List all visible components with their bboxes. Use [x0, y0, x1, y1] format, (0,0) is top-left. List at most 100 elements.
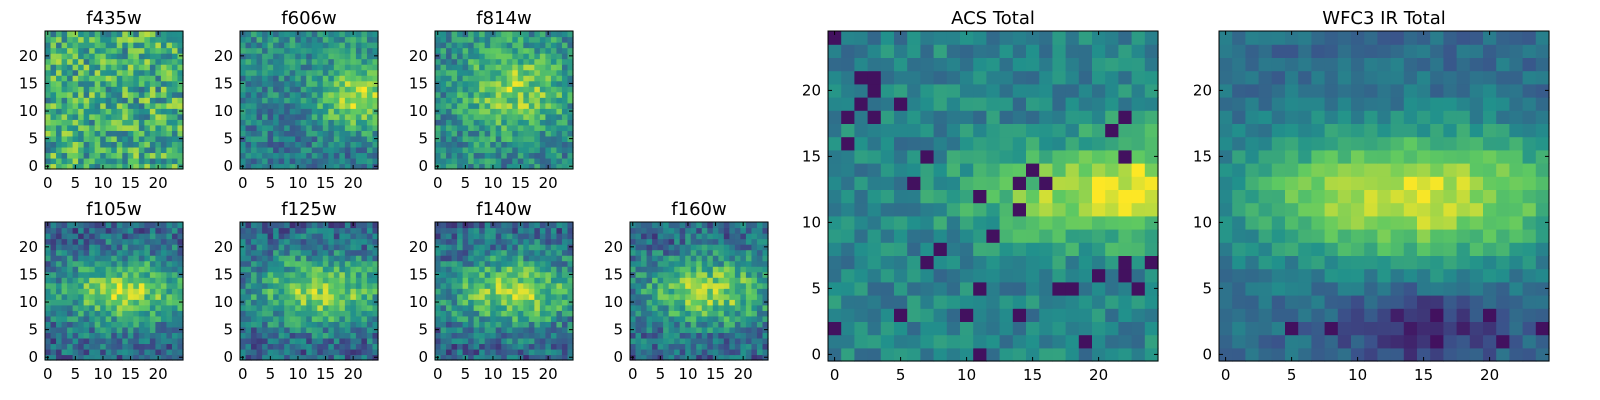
- y-tick-label: 5: [223, 321, 233, 339]
- heatmap-cell: [690, 310, 697, 317]
- heatmap-cell: [490, 53, 497, 60]
- heatmap-cell: [100, 315, 107, 322]
- heatmap-cell: [679, 315, 686, 322]
- heatmap-cell: [78, 315, 85, 322]
- heatmap-cell: [245, 222, 252, 229]
- heatmap-cell: [457, 222, 464, 229]
- heatmap-cell: [350, 293, 357, 300]
- heatmap-cell: [322, 91, 329, 98]
- heatmap-cell: [328, 288, 335, 295]
- heatmap-cell: [311, 152, 318, 159]
- heatmap-cell: [756, 354, 764, 361]
- heatmap-cell: [56, 163, 63, 170]
- heatmap-cell: [267, 304, 274, 311]
- heatmap-cell: [534, 113, 541, 120]
- heatmap-cell: [745, 255, 753, 262]
- heatmap-cell: [289, 31, 296, 38]
- heatmap-cell: [435, 255, 442, 262]
- heatmap-cell: [245, 348, 252, 356]
- heatmap-cell: [652, 271, 659, 278]
- heatmap-cell: [311, 108, 318, 115]
- heatmap-cell: [295, 58, 302, 65]
- heatmap-cell: [306, 69, 313, 76]
- heatmap-cell: [1039, 176, 1053, 190]
- heatmap-cell: [372, 157, 379, 165]
- heatmap-cell: [366, 343, 374, 350]
- heatmap-cell: [122, 36, 129, 43]
- heatmap-cell: [707, 321, 714, 328]
- heatmap-cell: [116, 227, 123, 234]
- heatmap-cell: [361, 299, 368, 306]
- heatmap-cell: [894, 295, 908, 309]
- heatmap-cell: [512, 141, 519, 148]
- x-tick-label: 15: [121, 365, 140, 383]
- heatmap-cell: [344, 58, 351, 65]
- heatmap-cell: [138, 299, 145, 306]
- heatmap-cell: [289, 233, 296, 240]
- heatmap-cell: [501, 53, 508, 60]
- heatmap-cell: [528, 31, 535, 38]
- heatmap-cell: [256, 146, 263, 154]
- heatmap-cell: [1012, 308, 1027, 322]
- heatmap-cell: [550, 321, 558, 328]
- heatmap-cell: [517, 146, 524, 154]
- heatmap-cell: [712, 271, 719, 278]
- heatmap-cell: [138, 266, 145, 273]
- heatmap-cell: [171, 146, 179, 154]
- heatmap-cell: [56, 135, 63, 142]
- heatmap-cell: [495, 255, 502, 262]
- heatmap-cell: [674, 321, 681, 328]
- heatmap-cell: [306, 249, 313, 256]
- heatmap-cell: [366, 310, 374, 317]
- heatmap-cell: [89, 299, 96, 306]
- heatmap-cell: [67, 304, 74, 311]
- heatmap-cell: [251, 343, 258, 350]
- heatmap-cell: [751, 244, 758, 251]
- heatmap-cell: [657, 304, 664, 311]
- heatmap-cell: [83, 222, 90, 229]
- heatmap-cell: [490, 152, 497, 159]
- heatmap-cell: [468, 163, 475, 170]
- heatmap-cell: [473, 80, 480, 87]
- heatmap-cell: [528, 293, 535, 300]
- heatmap-cell: [567, 277, 574, 284]
- heatmap-cell: [534, 102, 541, 109]
- heatmap-cell: [528, 130, 535, 137]
- heatmap-cell: [100, 255, 107, 262]
- heatmap-cell: [479, 343, 486, 350]
- heatmap-cell: [973, 334, 987, 349]
- heatmap-cell: [550, 348, 558, 356]
- heatmap-cell: [366, 233, 374, 240]
- heatmap-cell: [1105, 281, 1119, 296]
- heatmap-cell: [446, 293, 453, 300]
- heatmap-cell: [116, 157, 123, 165]
- heatmap-cell: [78, 304, 85, 311]
- heatmap-cell: [328, 343, 335, 350]
- heatmap-cell: [451, 53, 458, 60]
- heatmap-cell: [72, 91, 79, 98]
- heatmap-cell: [473, 75, 480, 82]
- heatmap-cell: [679, 222, 686, 229]
- heatmap-cell: [718, 222, 725, 229]
- heatmap-cell: [339, 141, 346, 148]
- heatmap-cell: [339, 293, 346, 300]
- heatmap-cell: [920, 176, 935, 190]
- heatmap-cell: [960, 215, 974, 230]
- heatmap-cell: [83, 108, 90, 115]
- heatmap-cell: [133, 113, 140, 120]
- heatmap-cell: [907, 215, 921, 230]
- heatmap-cell: [512, 91, 519, 98]
- heatmap-cell: [679, 354, 686, 361]
- heatmap-cell: [89, 343, 96, 350]
- heatmap-cell: [690, 337, 697, 345]
- heatmap-cell: [690, 271, 697, 278]
- heatmap-cell: [138, 102, 145, 109]
- heatmap-cell: [657, 332, 664, 339]
- heatmap-cell: [734, 354, 741, 361]
- heatmap-cell: [652, 260, 659, 267]
- heatmap-cell: [78, 42, 85, 49]
- heatmap-cell: [289, 315, 296, 322]
- heatmap-cell: [83, 266, 90, 273]
- heatmap-cell: [155, 288, 162, 295]
- heatmap-cell: [72, 293, 79, 300]
